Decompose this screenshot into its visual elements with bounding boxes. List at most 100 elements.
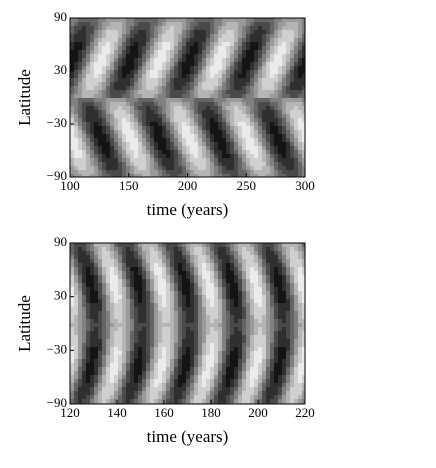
field-cell (286, 18, 290, 22)
field-cell (122, 110, 126, 114)
field-cell (218, 134, 222, 138)
field-cell (230, 130, 234, 134)
field-cell (138, 375, 142, 379)
field-cell (290, 158, 294, 162)
field-cell (266, 263, 270, 267)
field-cell (78, 359, 82, 363)
field-cell (110, 255, 114, 259)
field-cell (110, 295, 114, 299)
field-cell (102, 263, 106, 267)
field-cell (150, 255, 154, 259)
field-cell (246, 130, 250, 134)
field-cell (78, 166, 82, 170)
field-cell (242, 319, 246, 323)
field-cell (94, 154, 98, 158)
field-cell (214, 335, 218, 339)
field-cell (142, 18, 146, 22)
field-cell (114, 138, 118, 142)
field-cell (166, 291, 170, 295)
field-cell (210, 259, 214, 263)
field-cell (178, 18, 182, 22)
field-cell (230, 106, 234, 110)
field-cell (154, 283, 158, 287)
field-cell (298, 247, 302, 251)
field-cell (286, 339, 290, 343)
field-cell (182, 259, 186, 263)
field-cell (122, 351, 126, 355)
field-cell (294, 383, 298, 387)
field-cell (302, 98, 305, 102)
field-cell (234, 343, 238, 347)
field-cell (226, 154, 230, 158)
field-cell (270, 122, 274, 126)
field-cell (242, 110, 246, 114)
field-cell (166, 315, 170, 319)
field-cell (258, 22, 262, 26)
field-cell (114, 74, 118, 78)
field-cell (290, 307, 294, 311)
field-cell (194, 335, 198, 339)
field-cell (134, 323, 138, 327)
field-cell (158, 299, 162, 303)
field-cell (74, 387, 78, 391)
field-cell (214, 122, 218, 126)
field-cell (302, 311, 305, 315)
field-cell (242, 138, 246, 142)
field-cell (222, 58, 226, 62)
field-cell (218, 118, 222, 122)
field-cell (290, 78, 294, 82)
field-cell (158, 42, 162, 46)
field-cell (110, 138, 114, 142)
field-cell (146, 395, 150, 399)
field-cell (114, 90, 118, 94)
field-cell (122, 78, 126, 82)
field-cell (290, 154, 294, 158)
field-cell (170, 307, 174, 311)
field-cell (230, 279, 234, 283)
field-cell (106, 339, 110, 343)
field-cell (250, 395, 254, 399)
field-cell (210, 98, 214, 102)
field-cell (242, 375, 246, 379)
field-cell (170, 355, 174, 359)
field-cell (90, 319, 94, 323)
field-cell (122, 46, 126, 50)
field-cell (178, 126, 182, 130)
field-cell (126, 271, 130, 275)
field-cell (130, 319, 134, 323)
field-cell (158, 295, 162, 299)
field-cell (198, 82, 202, 86)
field-cell (150, 170, 154, 174)
field-cell (122, 106, 126, 110)
field-cell (250, 331, 254, 335)
field-cell (238, 287, 242, 291)
field-cell (154, 295, 158, 299)
field-cell (182, 138, 186, 142)
field-cell (202, 375, 206, 379)
field-cell (294, 166, 298, 170)
field-cell (178, 78, 182, 82)
field-cell (262, 391, 266, 395)
field-cell (174, 271, 178, 275)
x-axis-label: time (years) (147, 200, 229, 219)
field-cell (258, 267, 262, 271)
field-cell (150, 114, 154, 118)
field-cell (166, 379, 170, 383)
field-cell (130, 295, 134, 299)
field-cell (262, 355, 266, 359)
field-cell (166, 351, 170, 355)
field-cell (282, 122, 286, 126)
field-cell (250, 146, 254, 150)
field-cell (154, 343, 158, 347)
field-cell (150, 287, 154, 291)
field-cell (210, 271, 214, 275)
field-cell (190, 158, 194, 162)
field-cell (186, 339, 190, 343)
field-cell (266, 399, 270, 403)
field-cell (222, 243, 226, 247)
field-cell (130, 38, 134, 42)
field-cell (82, 170, 86, 174)
field-cell (190, 86, 194, 90)
field-cell (298, 162, 302, 166)
field-cell (202, 130, 206, 134)
